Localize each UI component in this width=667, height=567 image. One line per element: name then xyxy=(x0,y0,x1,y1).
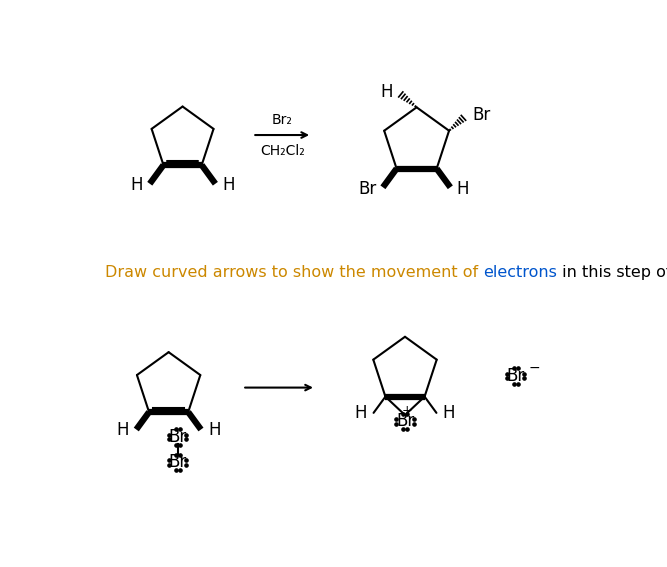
Text: H: H xyxy=(208,421,220,439)
Text: H: H xyxy=(381,83,394,101)
Text: Draw curved arrows to show the movement of: Draw curved arrows to show the movement … xyxy=(105,265,484,280)
Text: Br: Br xyxy=(507,367,525,385)
Text: H: H xyxy=(456,180,469,198)
Text: electrons: electrons xyxy=(484,265,557,280)
Text: CH₂Cl₂: CH₂Cl₂ xyxy=(259,143,305,158)
Text: H: H xyxy=(443,404,455,422)
Text: Br: Br xyxy=(358,180,377,198)
Text: H: H xyxy=(117,421,129,439)
Text: Br₂: Br₂ xyxy=(271,113,293,126)
Text: in this step of the mechanism.: in this step of the mechanism. xyxy=(557,265,667,280)
Text: +: + xyxy=(402,404,413,417)
Text: Br: Br xyxy=(169,428,187,446)
Text: −: − xyxy=(528,361,540,375)
Text: H: H xyxy=(130,176,143,193)
Text: Br: Br xyxy=(472,107,490,124)
Text: Br: Br xyxy=(396,412,414,430)
Text: H: H xyxy=(222,176,235,193)
Text: Br: Br xyxy=(169,453,187,471)
Text: H: H xyxy=(355,404,368,422)
